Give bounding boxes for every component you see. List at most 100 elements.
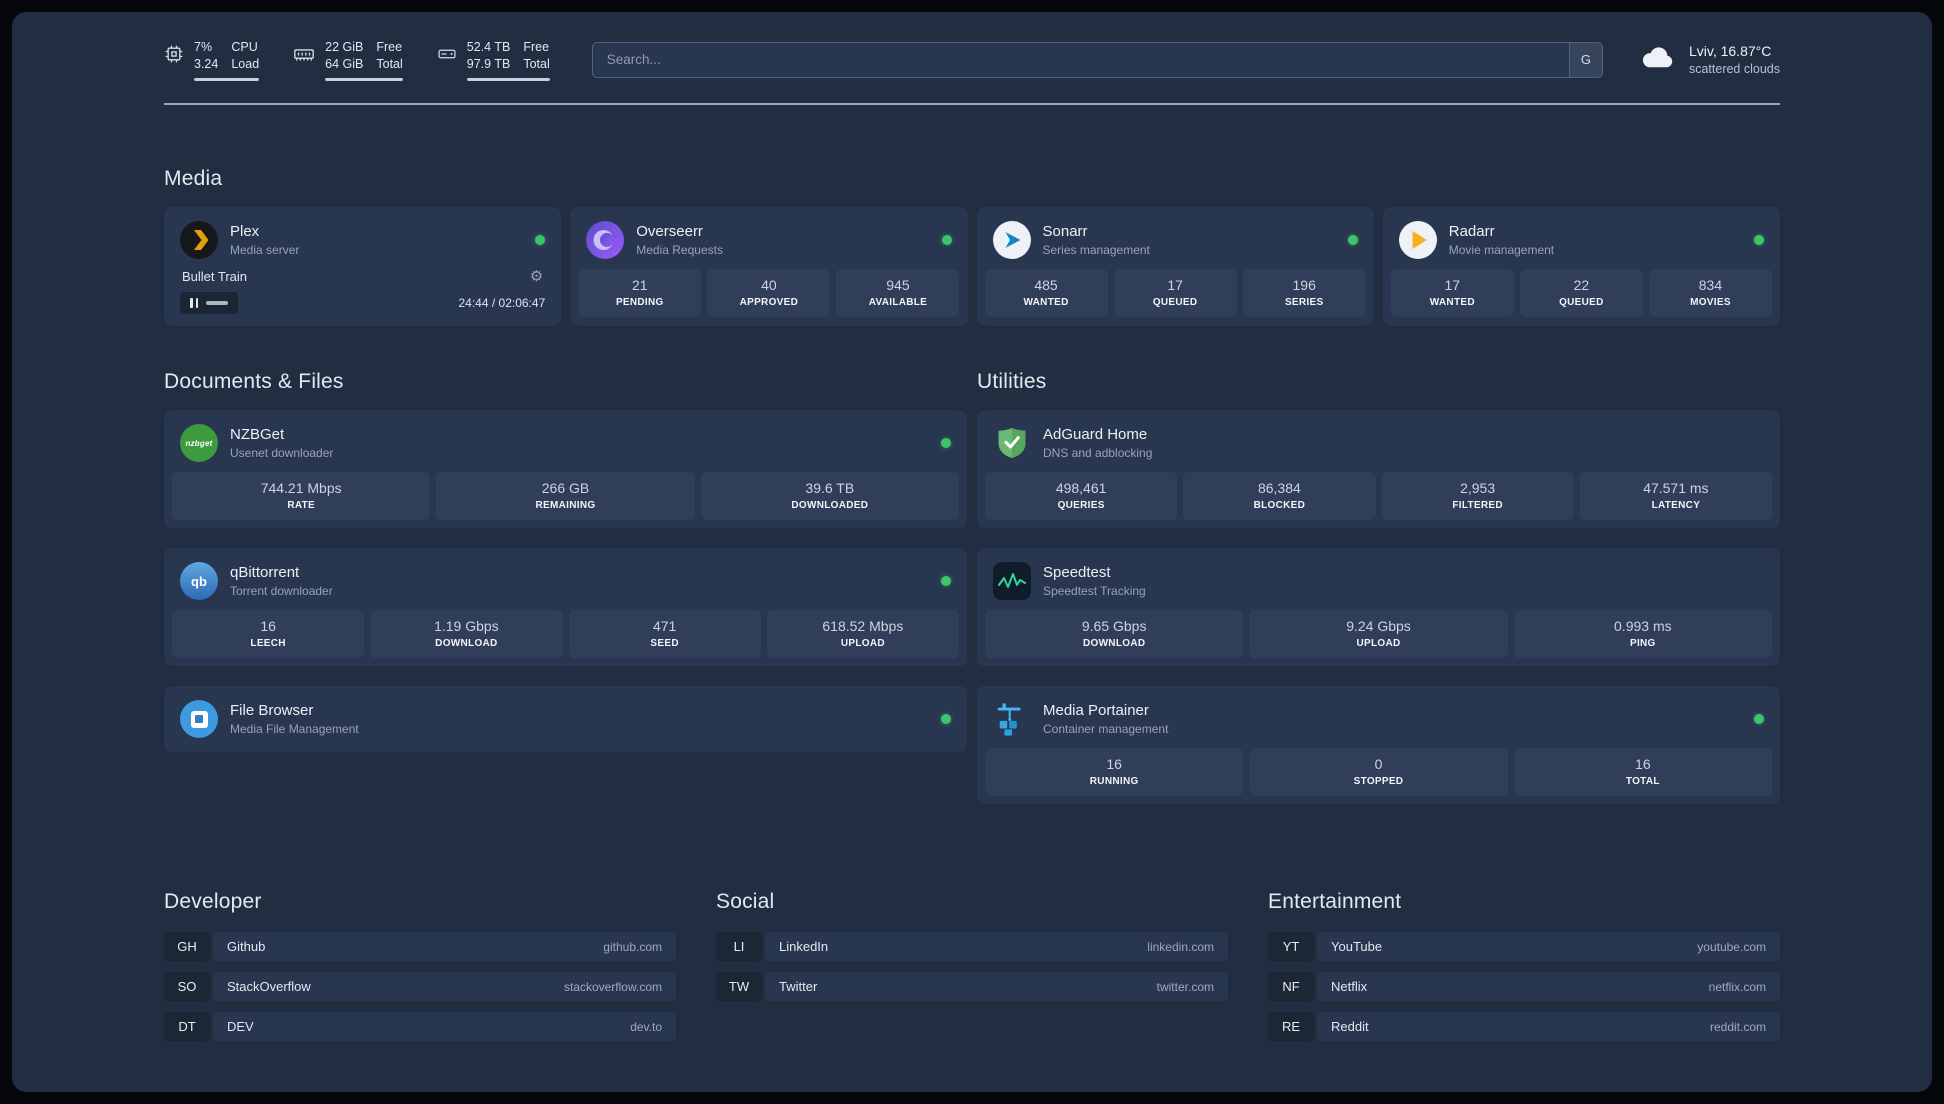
service-description: Media Requests — [636, 243, 723, 257]
weather-text: Lviv, 16.87°C scattered clouds — [1689, 43, 1780, 76]
gear-icon[interactable]: ⚙ — [529, 268, 544, 285]
bookmark-reddit[interactable]: RE Reddit reddit.com — [1268, 1012, 1780, 1041]
service-card-filebrowser[interactable]: File Browser Media File Management — [164, 686, 967, 752]
bookmark-twitter[interactable]: TW Twitter twitter.com — [716, 972, 1228, 1001]
bookmark-pill: StackOverflow stackoverflow.com — [213, 972, 676, 1001]
stat-label: SERIES — [1284, 297, 1324, 308]
stat-box: 47.571 ms LATENCY — [1579, 472, 1772, 520]
memory-readout: 22 GiB Free 64 GiB Total — [325, 39, 403, 81]
bookmark-netflix[interactable]: NF Netflix netflix.com — [1268, 972, 1780, 1001]
service-name: Sonarr — [1042, 223, 1088, 240]
service-stats: 744.21 Mbps RATE 266 GB REMAINING 39.6 T… — [170, 470, 961, 522]
service-stats: 21 PENDING 40 APPROVED 945 AVAILABLE — [576, 267, 961, 319]
stat-value: 9.65 Gbps — [1081, 618, 1147, 634]
service-description: Media server — [230, 243, 300, 257]
filebrowser-icon — [180, 700, 218, 738]
service-card-overseerr[interactable]: Overseerr Media Requests 21 PENDING 40 A… — [570, 207, 968, 326]
stat-box: 16 RUNNING — [985, 748, 1244, 796]
qbittorrent-icon: qb — [180, 562, 218, 600]
stat-box: 16 LEECH — [172, 610, 365, 658]
bookmark-youtube[interactable]: YT YouTube youtube.com — [1268, 932, 1780, 961]
service-description: Series management — [1042, 243, 1150, 257]
service-header: nzbget NZBGet Usenet downloader — [170, 416, 961, 470]
bookmark-name: Github — [227, 939, 266, 954]
cpu-percent: 7% — [194, 39, 213, 54]
bookmark-domain: dev.to — [630, 1019, 662, 1034]
service-card-plex[interactable]: Plex Media server Bullet Train ⚙ — [164, 207, 562, 326]
search-input[interactable] — [591, 41, 1603, 78]
bookmark-github[interactable]: GH Github github.com — [164, 932, 676, 961]
stat-label: PENDING — [615, 297, 664, 308]
pause-button[interactable] — [180, 292, 238, 314]
disk-free-label: Free — [523, 39, 550, 54]
stat-box: 17 QUEUED — [1113, 269, 1237, 317]
service-description: Container management — [1043, 722, 1169, 736]
cpu-label-bottom: Load — [231, 56, 260, 71]
service-card-sonarr[interactable]: Sonarr Series management 485 WANTED 17 Q… — [976, 207, 1374, 326]
stat-value: 196 — [1292, 277, 1316, 293]
stat-label: SEED — [650, 638, 679, 649]
disk-readout: 52.4 TB Free 97.9 TB Total — [466, 39, 550, 81]
radarr-icon — [1398, 221, 1437, 259]
bookmark-name: LinkedIn — [779, 939, 829, 954]
stat-value: 9.24 Gbps — [1346, 618, 1411, 634]
pause-icon — [190, 298, 198, 308]
stat-label: WANTED — [1429, 297, 1475, 308]
bookmark-stackoverflow[interactable]: SO StackOverflow stackoverflow.com — [164, 972, 676, 1001]
memory-total-label: Total — [376, 56, 403, 71]
section-utilities: Utilities AdGuard Home DNS and adblockin… — [977, 370, 1780, 824]
stat-box: 86,384 BLOCKED — [1183, 472, 1376, 520]
service-card-portainer[interactable]: Media Portainer Container management 16 … — [977, 686, 1780, 804]
bookmark-domain: github.com — [603, 939, 662, 954]
service-card-nzbget[interactable]: nzbget NZBGet Usenet downloader 744.21 M… — [164, 410, 967, 528]
service-text: Plex Media server — [230, 223, 299, 257]
service-card-radarr[interactable]: Radarr Movie management 17 WANTED 22 QUE… — [1382, 207, 1780, 326]
bookmark-abbr: DT — [164, 1012, 210, 1041]
stat-value: 21 — [632, 277, 648, 293]
now-playing-title: Bullet Train — [182, 269, 248, 284]
service-card-adguard[interactable]: AdGuard Home DNS and adblocking 498,461 … — [977, 410, 1780, 528]
disk-widget: 52.4 TB Free 97.9 TB Total — [437, 39, 550, 81]
nzbget-icon: nzbget — [180, 424, 218, 462]
service-name: Radarr — [1448, 223, 1495, 240]
topbar-divider — [164, 103, 1780, 105]
stat-value: 40 — [761, 277, 777, 293]
stat-box: 2,953 FILTERED — [1381, 472, 1574, 520]
disk-usage-bar — [466, 77, 550, 81]
bookmark-pill: YouTube youtube.com — [1317, 932, 1780, 961]
stat-value: 0.993 ms — [1614, 618, 1672, 634]
bookmark-name: DEV — [227, 1019, 254, 1034]
plex-now-playing: Bullet Train ⚙ 24:44 / 02:06:47 — [170, 267, 555, 320]
bookmark-dev[interactable]: DT DEV dev.to — [164, 1012, 676, 1041]
memory-free-value: 22 GiB — [325, 39, 364, 54]
service-stats: 16 RUNNING 0 STOPPED 16 TOTAL — [983, 746, 1774, 798]
main-columns: Documents & Files nzbget NZBGet Usenet d… — [164, 370, 1780, 824]
memory-free-label: Free — [376, 39, 403, 54]
stat-label: QUEUED — [1559, 297, 1604, 308]
stat-box: 471 SEED — [568, 610, 761, 658]
stat-value: 834 — [1698, 277, 1723, 293]
service-stats: 9.65 Gbps DOWNLOAD 9.24 Gbps UPLOAD 0.99… — [983, 608, 1774, 660]
stat-value: 618.52 Mbps — [822, 618, 904, 634]
stat-box: 21 PENDING — [578, 269, 702, 317]
disk-free-value: 52.4 TB — [466, 39, 511, 54]
bookmark-abbr: RE — [1268, 1012, 1314, 1041]
service-name: Plex — [230, 223, 260, 240]
stat-label: MOVIES — [1690, 297, 1731, 308]
bookmark-domain: linkedin.com — [1147, 939, 1214, 954]
service-card-speedtest[interactable]: Speedtest Speedtest Tracking 9.65 Gbps D… — [977, 548, 1780, 666]
search-engine-button[interactable]: G — [1568, 42, 1602, 77]
bookmark-name: YouTube — [1331, 939, 1383, 954]
stat-label: DOWNLOAD — [1082, 638, 1146, 649]
service-text: Overseerr Media Requests — [636, 223, 723, 257]
section-media: Media Plex Media server — [164, 167, 1780, 326]
bookmark-domain: reddit.com — [1709, 1019, 1766, 1034]
service-card-qbittorrent[interactable]: qb qBittorrent Torrent downloader 16 LEE… — [164, 548, 967, 666]
service-header: Speedtest Speedtest Tracking — [983, 554, 1774, 608]
service-name: NZBGet — [230, 426, 285, 443]
status-dot-online — [941, 714, 951, 724]
bookmark-linkedin[interactable]: LI LinkedIn linkedin.com — [716, 932, 1228, 961]
stat-label: FILTERED — [1452, 500, 1503, 511]
bookmarks: Developer GH Github github.com SO StackO… — [164, 890, 1780, 1052]
service-name: qBittorrent — [230, 564, 300, 581]
